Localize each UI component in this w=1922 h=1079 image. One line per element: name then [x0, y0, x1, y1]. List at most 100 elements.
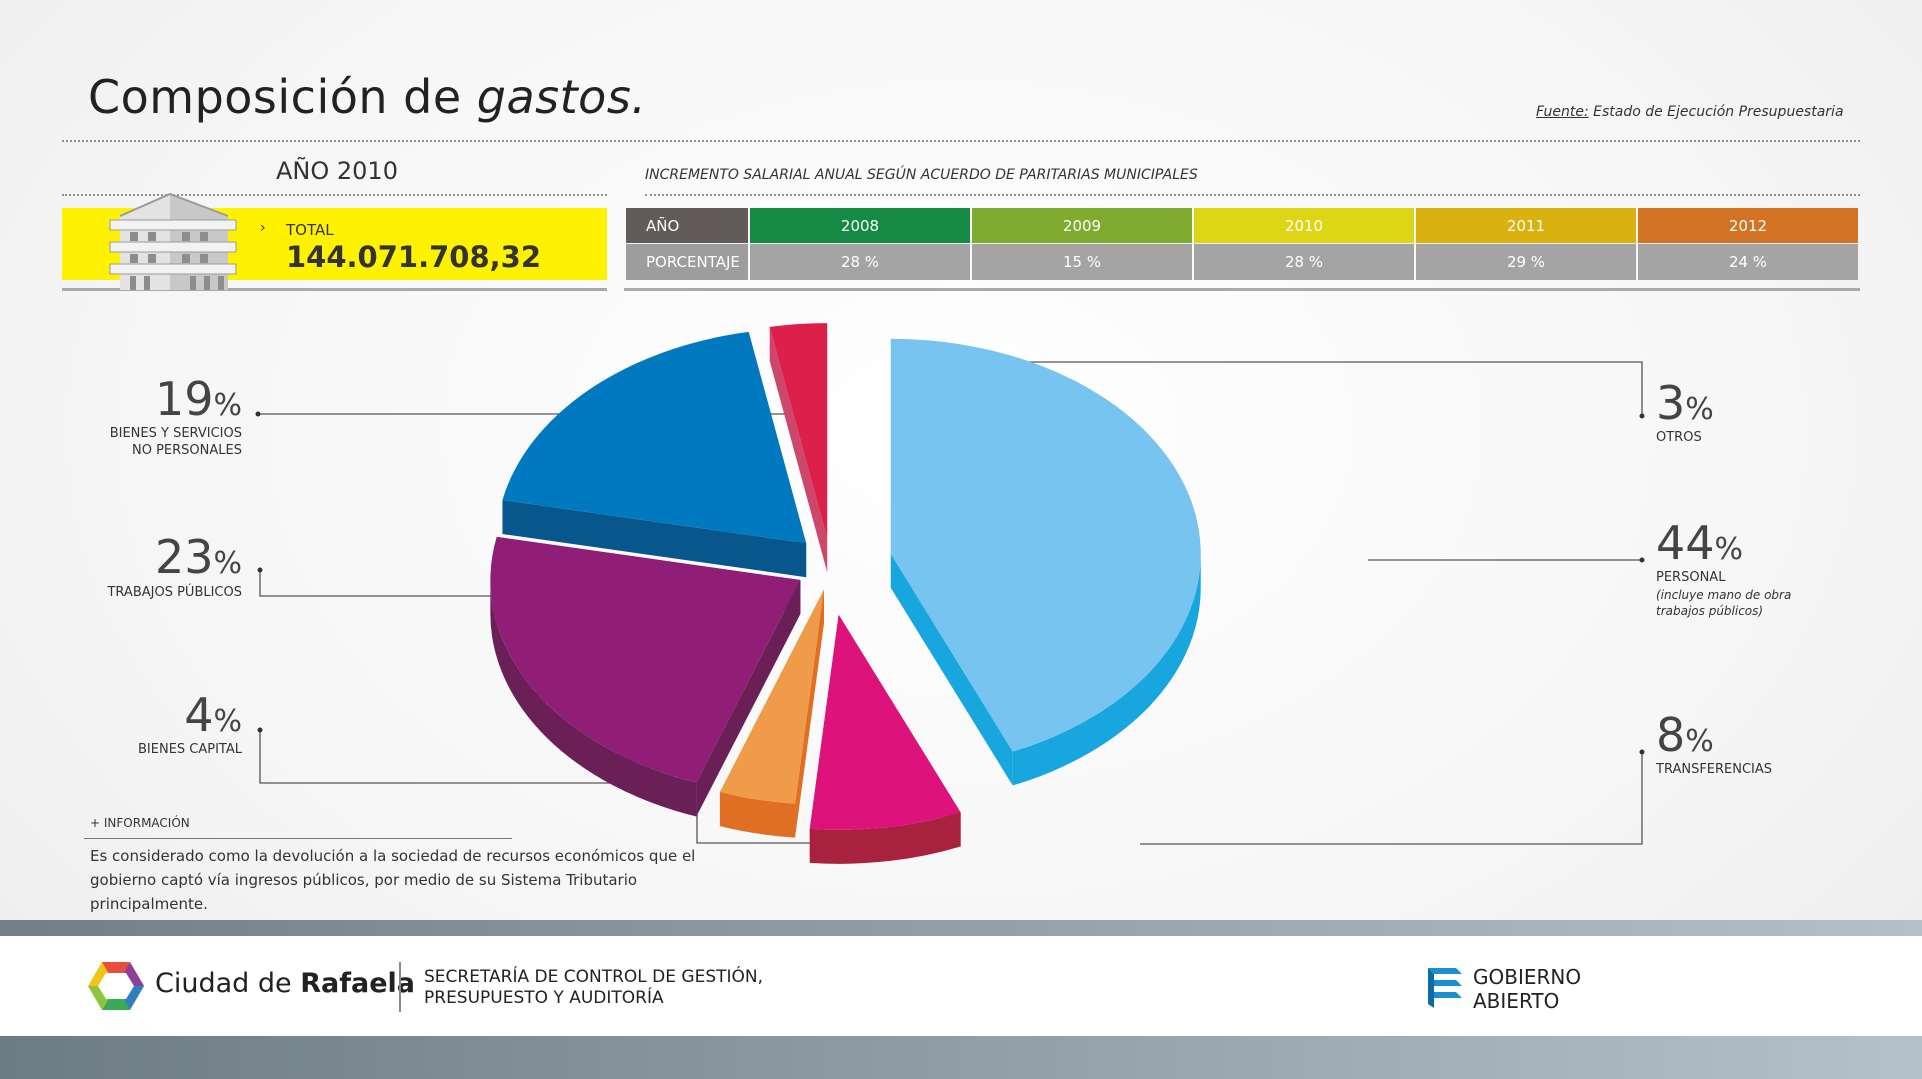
leader-line-otros [1012, 361, 1643, 416]
slice-personal [890, 338, 1201, 752]
page-title: Composición de gastos. [88, 70, 646, 124]
pct-cell-2011: 29 % [1416, 243, 1636, 280]
source-text: Estado de Ejecución Presupuestaria [1593, 104, 1844, 120]
pct-bienes-capital-sign: % [213, 704, 242, 739]
table-row-years: AÑO 2008 2009 2010 2011 2012 [626, 208, 1858, 243]
source-note: Fuente: Estado de Ejecución Presupuestar… [1536, 104, 1844, 120]
city-name-bold: Rafaela [300, 968, 415, 999]
slice-trabajos-publicos [490, 536, 801, 783]
pct-cell-2008: 28 % [750, 243, 970, 280]
title-italic: gastos. [476, 70, 647, 124]
salary-increase-title: INCREMENTO SALARIAL ANUAL SEGÚN ACUERDO … [645, 167, 1198, 183]
label-transferencias: TRANSFERENCIAS [1656, 762, 1773, 777]
pct-transferencias: 8% [1656, 712, 1714, 758]
pct-cell-2012: 24 % [1638, 243, 1858, 280]
row-year-label: AÑO [626, 208, 748, 243]
salary-table-underline [624, 288, 1860, 291]
pct-trabajos-publicos: 23% [155, 534, 242, 580]
label-personal: PERSONAL [1656, 570, 1726, 585]
pct-bienes-servicios: 19% [155, 376, 242, 422]
slice-side-transferencias [809, 812, 961, 864]
slice-bienes-servicios [502, 331, 807, 544]
label-otros: OTROS [1656, 430, 1702, 445]
info-title: + INFORMACIÓN [90, 816, 190, 830]
label-bienes-capital: BIENES CAPITAL [138, 742, 242, 757]
label-trabajos-publicos: TRABAJOS PÚBLICOS [107, 585, 242, 600]
leader-dot-personal [1639, 557, 1645, 563]
slice-wall-personal-1 [890, 553, 1013, 786]
total-box-underline [62, 288, 607, 291]
leader-dot-bienes-servicios [255, 411, 261, 417]
source-label: Fuente: [1536, 104, 1589, 120]
note-personal: (incluye mano de obra trabajos públicos) [1656, 587, 1791, 619]
leader-dot-trabajos-publicos [257, 567, 263, 573]
year-cell-2009: 2009 [972, 208, 1192, 243]
note-personal-line1: (incluye mano de obra [1656, 588, 1792, 602]
pct-bienes-capital: 4% [184, 692, 242, 738]
building-icon [109, 192, 237, 290]
title-main: Composición de [88, 70, 462, 124]
label-bienes-servicios-line2: NO PERSONALES [132, 443, 242, 458]
pct-bienes-servicios-value: 19 [154, 372, 214, 426]
slice-side-personal [1012, 553, 1201, 786]
secretaria-line2: PRESUPUESTO Y AUDITORÍA [424, 988, 664, 1008]
gobierno-abierto-icon [1428, 968, 1462, 1008]
slice-bienes-capital [719, 589, 824, 804]
city-logo-icon [88, 962, 144, 1010]
info-divider [84, 838, 512, 839]
slice-side-trabajos-publicos [490, 580, 697, 817]
pct-otros-sign: % [1685, 392, 1714, 427]
pct-personal-sign: % [1714, 532, 1744, 567]
pct-cell-2009: 15 % [972, 243, 1192, 280]
pct-personal: 44% [1656, 520, 1743, 566]
leader-line-transferencias [1140, 752, 1643, 845]
slice-otros [769, 323, 828, 539]
year-cell-2010: 2010 [1194, 208, 1414, 243]
footer-bottom-band [0, 1036, 1922, 1079]
slice-wall-trabajos-publicos-0 [696, 580, 801, 817]
pct-cell-2010: 28 % [1194, 243, 1414, 280]
salary-increase-table: AÑO 2008 2009 2010 2011 2012 PORCENTAJE … [624, 208, 1860, 280]
leader-dot-transferencias [1639, 749, 1645, 755]
footer-top-band [0, 920, 1922, 936]
slice-wall-otros-0 [769, 326, 828, 573]
year-cell-2012: 2012 [1638, 208, 1858, 243]
footer-separator [399, 962, 401, 1012]
slice-transferencias [809, 614, 961, 830]
year-cell-2011: 2011 [1416, 208, 1636, 243]
total-value: 144.071.708,32 [286, 240, 542, 274]
gobierno-abierto-text: GOBIERNO ABIERTO [1473, 965, 1581, 1013]
label-bienes-servicios: BIENES Y SERVICIOS NO PERSONALES [110, 425, 242, 459]
table-row-percent: PORCENTAJE 28 % 15 % 28 % 29 % 24 % [626, 243, 1858, 280]
pct-personal-value: 44 [1656, 516, 1715, 570]
row-pct-label: PORCENTAJE [626, 243, 748, 280]
secretaria-line1: SECRETARÍA DE CONTROL DE GESTIÓN, [424, 967, 764, 987]
slice-side-bienes-capital [719, 792, 796, 838]
city-name: Ciudad de Rafaela [155, 968, 415, 999]
total-label: TOTAL [286, 221, 334, 239]
note-personal-line2: trabajos públicos) [1656, 604, 1764, 618]
header-divider [62, 140, 1860, 142]
slice-wall-bienes-servicios-0 [502, 500, 807, 578]
info-text: Es considerado como la devolución a la s… [90, 847, 696, 913]
year-cell-2008: 2008 [750, 208, 970, 243]
pct-bienes-servicios-sign: % [213, 388, 242, 423]
pct-bienes-capital-value: 4 [184, 688, 214, 742]
leader-dot-bienes-capital [257, 727, 263, 733]
label-bienes-servicios-line1: BIENES Y SERVICIOS [109, 426, 242, 441]
footer [0, 936, 1922, 1036]
year-divider [62, 194, 607, 196]
year-label: AÑO 2010 [276, 157, 398, 185]
pct-transferencias-sign: % [1685, 724, 1714, 759]
pct-trabajos-publicos-value: 23 [154, 530, 214, 584]
city-prefix: Ciudad de [155, 968, 292, 999]
pct-transferencias-value: 8 [1656, 708, 1686, 762]
slice-wall-bienes-capital-0 [795, 589, 824, 838]
pct-otros: 3% [1656, 380, 1714, 426]
leader-dot-otros [1639, 413, 1645, 419]
pct-otros-value: 3 [1656, 376, 1686, 430]
secretaria-text: SECRETARÍA DE CONTROL DE GESTIÓN, PRESUP… [424, 967, 763, 1009]
pct-trabajos-publicos-sign: % [213, 546, 242, 581]
gobierno-line1: GOBIERNO [1473, 965, 1582, 989]
